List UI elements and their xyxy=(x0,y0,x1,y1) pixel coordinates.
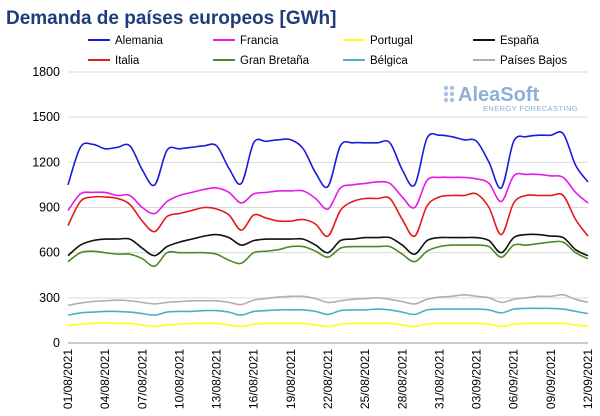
x-tick-label: 09/09/2021 xyxy=(544,349,558,409)
x-tick-label: 25/08/2021 xyxy=(358,349,372,409)
legend-label: España xyxy=(500,35,540,47)
svg-text:ENERGY FORECASTING: ENERGY FORECASTING xyxy=(483,104,578,113)
x-tick-label: 28/08/2021 xyxy=(395,349,409,409)
svg-text:AleaSoft: AleaSoft xyxy=(458,84,539,106)
aleasoft-watermark: AleaSoft ENERGY FORECASTING xyxy=(443,84,578,113)
y-tick-label: 1500 xyxy=(32,110,60,124)
series-line-gran-bretana xyxy=(67,240,589,268)
series-line-alemania xyxy=(67,130,589,189)
legend-item: Gran Bretaña xyxy=(213,55,310,67)
y-tick-label: 1200 xyxy=(32,155,60,169)
legend-item: Bélgica xyxy=(343,55,408,67)
x-tick-label: 04/08/2021 xyxy=(98,349,112,409)
series-line-francia xyxy=(67,172,589,215)
legend-item: Portugal xyxy=(343,35,413,47)
aleasoft-logo-icon xyxy=(443,85,455,103)
legend-label: Gran Bretaña xyxy=(240,55,310,67)
x-tick-label: 07/08/2021 xyxy=(135,349,149,409)
y-tick-label: 1800 xyxy=(32,65,60,79)
x-tick-label: 19/08/2021 xyxy=(284,349,298,409)
y-axis: 0 300 600 900 1200 1500 1800 xyxy=(32,65,60,350)
series-line-italia xyxy=(67,192,589,238)
legend: Alemania Francia Portugal España Italia Gran … xyxy=(88,35,567,67)
legend-label: Alemania xyxy=(115,35,164,47)
legend-label: Países Bajos xyxy=(500,55,567,67)
series-lines xyxy=(67,130,589,328)
x-tick-label: 31/08/2021 xyxy=(432,349,446,409)
x-tick-label: 10/08/2021 xyxy=(172,349,186,409)
x-tick-label: 01/08/2021 xyxy=(61,349,75,409)
x-tick-label: 22/08/2021 xyxy=(321,349,335,409)
legend-label: Francia xyxy=(240,35,279,47)
legend-item: Alemania xyxy=(88,35,164,47)
legend-item: Francia xyxy=(213,35,279,47)
series-line-portugal xyxy=(67,321,589,328)
legend-label: Portugal xyxy=(370,35,413,47)
series-line-belgica xyxy=(67,307,589,316)
x-tick-label: 16/08/2021 xyxy=(247,349,261,409)
y-tick-label: 600 xyxy=(39,246,60,260)
y-tick-label: 0 xyxy=(53,336,60,350)
legend-label: Italia xyxy=(115,55,140,67)
legend-label: Bélgica xyxy=(370,55,408,67)
x-tick-label: 12/09/2021 xyxy=(581,349,595,409)
chart-title: Demanda de países europeos [GWh] xyxy=(6,8,336,29)
x-tick-label: 03/09/2021 xyxy=(470,349,484,409)
legend-item: Italia xyxy=(88,55,140,67)
legend-item: España xyxy=(473,35,540,47)
x-tick-label: 06/09/2021 xyxy=(507,349,521,409)
y-tick-label: 900 xyxy=(39,201,60,215)
series-line-paises-bajos xyxy=(67,293,589,307)
legend-item: Países Bajos xyxy=(473,55,567,67)
x-tick-label: 13/08/2021 xyxy=(210,349,224,409)
x-axis: 01/08/2021 04/08/2021 07/08/2021 10/08/2021… xyxy=(61,349,595,409)
series-line-espana xyxy=(67,233,589,257)
y-tick-label: 300 xyxy=(39,291,60,305)
